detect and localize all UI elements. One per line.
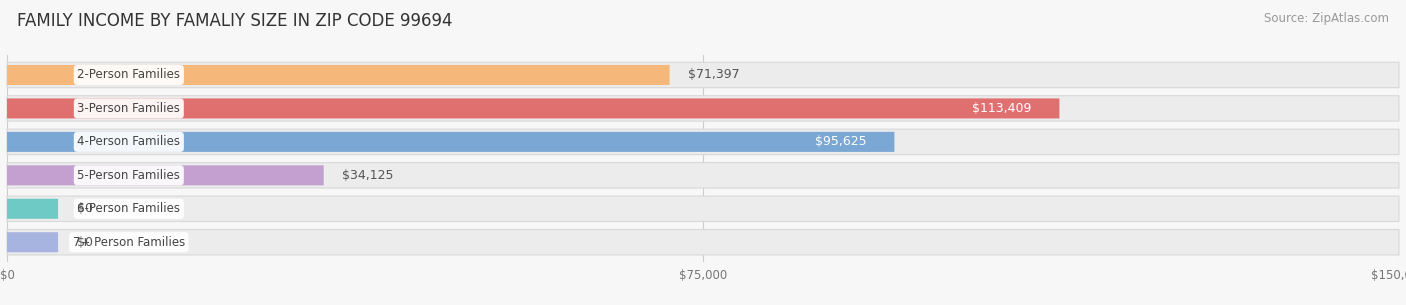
Text: $0: $0 xyxy=(77,202,93,215)
FancyBboxPatch shape xyxy=(7,65,669,85)
Text: Source: ZipAtlas.com: Source: ZipAtlas.com xyxy=(1264,12,1389,25)
FancyBboxPatch shape xyxy=(7,99,1059,118)
Text: $113,409: $113,409 xyxy=(972,102,1032,115)
FancyBboxPatch shape xyxy=(7,230,1399,255)
Text: $71,397: $71,397 xyxy=(688,68,740,81)
FancyBboxPatch shape xyxy=(7,196,1399,221)
Text: 7+ Person Families: 7+ Person Families xyxy=(73,236,186,249)
Text: $34,125: $34,125 xyxy=(342,169,394,182)
Text: $95,625: $95,625 xyxy=(815,135,866,148)
FancyBboxPatch shape xyxy=(7,199,58,219)
Text: 4-Person Families: 4-Person Families xyxy=(77,135,180,148)
Text: $0: $0 xyxy=(77,236,93,249)
Text: 6-Person Families: 6-Person Families xyxy=(77,202,180,215)
FancyBboxPatch shape xyxy=(7,163,1399,188)
FancyBboxPatch shape xyxy=(7,62,1399,88)
FancyBboxPatch shape xyxy=(7,232,58,252)
Text: 5-Person Families: 5-Person Families xyxy=(77,169,180,182)
Text: FAMILY INCOME BY FAMALIY SIZE IN ZIP CODE 99694: FAMILY INCOME BY FAMALIY SIZE IN ZIP COD… xyxy=(17,12,453,30)
Text: 2-Person Families: 2-Person Families xyxy=(77,68,180,81)
Text: 3-Person Families: 3-Person Families xyxy=(77,102,180,115)
FancyBboxPatch shape xyxy=(7,129,1399,155)
FancyBboxPatch shape xyxy=(7,96,1399,121)
FancyBboxPatch shape xyxy=(7,165,323,185)
FancyBboxPatch shape xyxy=(7,132,894,152)
